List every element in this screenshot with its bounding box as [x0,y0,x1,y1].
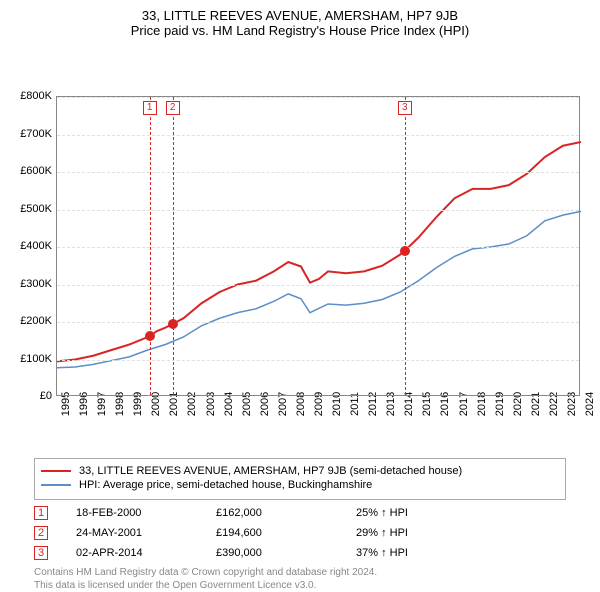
y-tick-label: £100K [2,353,52,365]
series-line [57,142,581,361]
gridline [57,322,579,323]
sales-col-price: £162,000 [216,507,356,519]
legend-box: 33, LITTLE REEVES AVENUE, AMERSHAM, HP7 … [34,458,566,500]
legend-property-row: 33, LITTLE REEVES AVENUE, AMERSHAM, HP7 … [41,465,559,477]
sale-label-box: 2 [166,101,180,115]
sales-row: 3 02-APR-2014£390,00037% ↑ HPI [34,546,566,560]
sales-col-hpi_delta: 37% ↑ HPI [356,547,496,559]
y-tick-label: £800K [2,90,52,102]
sales-col-hpi_delta: 25% ↑ HPI [356,507,496,519]
sales-col-date: 02-APR-2014 [76,547,216,559]
legend-hpi-label: HPI: Average price, semi-detached house,… [79,479,372,491]
y-tick-label: £700K [2,128,52,140]
footer-line-1: Contains HM Land Registry data © Crown c… [34,566,566,579]
sale-label-box: 3 [398,101,412,115]
sales-row: 1 18-FEB-2000£162,00025% ↑ HPI [34,506,566,520]
chart-title: 33, LITTLE REEVES AVENUE, AMERSHAM, HP7 … [0,0,600,23]
sales-table: 1 18-FEB-2000£162,00025% ↑ HPI 2 24-MAY-200… [34,506,566,560]
sales-col-date: 18-FEB-2000 [76,507,216,519]
y-tick-label: £300K [2,278,52,290]
y-tick-label: £600K [2,165,52,177]
sales-col-hpi_delta: 29% ↑ HPI [356,527,496,539]
gridline [57,285,579,286]
y-tick-label: £500K [2,203,52,215]
series-line [57,211,581,367]
chart-container: £0 £100K £200K £300K £400K £500K £600K £700K £80… [0,46,600,446]
plot-area: 12 3 [56,96,580,396]
sale-vline [173,97,174,395]
sale-vline [150,97,151,395]
legend-hpi-swatch [41,484,71,486]
sale-index-box: 3 [34,546,48,560]
gridline [57,360,579,361]
footer-line-2: This data is licensed under the Open Gov… [34,579,566,592]
sale-marker [400,246,410,256]
gridline [57,247,579,248]
legend-hpi-row: HPI: Average price, semi-detached house,… [41,479,559,491]
chart-subtitle: Price paid vs. HM Land Registry's House … [0,23,600,46]
footer-attribution: Contains HM Land Registry data © Crown c… [34,566,566,592]
sales-col-price: £390,000 [216,547,356,559]
sale-index-box: 1 [34,506,48,520]
gridline [57,97,579,98]
sales-row: 2 24-MAY-2001£194,60029% ↑ HPI [34,526,566,540]
y-tick-label: £400K [2,240,52,252]
legend-property-label: 33, LITTLE REEVES AVENUE, AMERSHAM, HP7 … [79,465,462,477]
sale-index-box: 2 [34,526,48,540]
y-tick-label: £200K [2,315,52,327]
sale-marker [145,331,155,341]
gridline [57,210,579,211]
legend-property-swatch [41,470,71,472]
sale-label-box: 1 [143,101,157,115]
gridline [57,135,579,136]
sales-col-date: 24-MAY-2001 [76,527,216,539]
y-tick-label: £0 [2,390,52,402]
sale-marker [168,319,178,329]
x-tick-label: 2024 [584,392,596,416]
gridline [57,172,579,173]
sales-col-price: £194,600 [216,527,356,539]
